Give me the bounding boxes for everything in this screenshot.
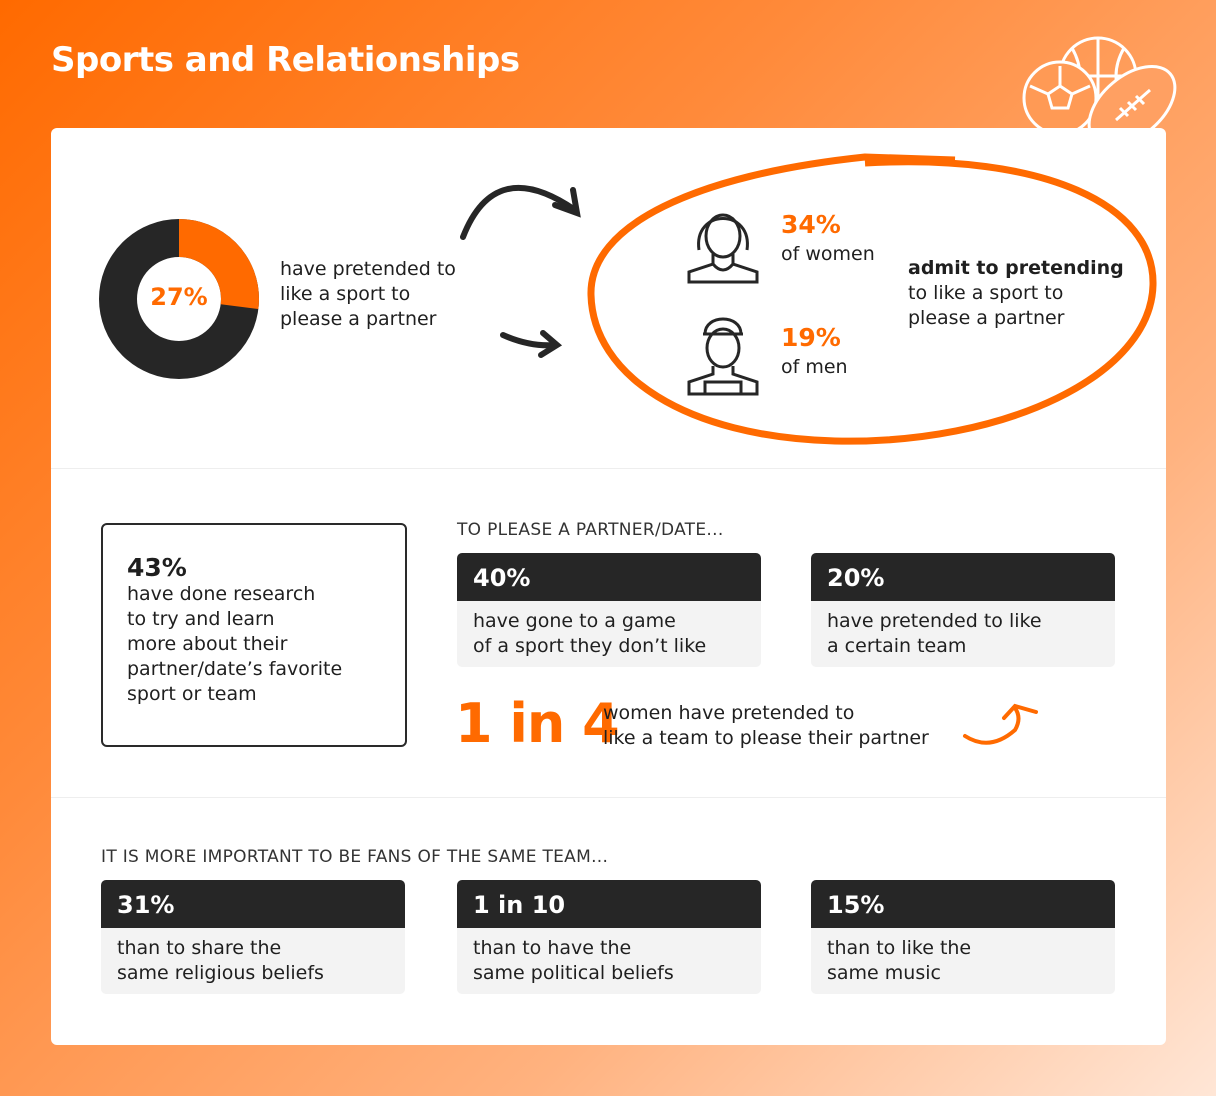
donut-label: 27% bbox=[150, 283, 208, 311]
research-text: more about their bbox=[127, 633, 288, 655]
stat-text: of a sport they don’t like bbox=[473, 635, 707, 657]
fans-heading: IT IS MORE IMPORTANT TO BE FANS OF THE S… bbox=[101, 847, 609, 867]
stat-value: 31% bbox=[101, 880, 405, 928]
stat-text: have pretended to like bbox=[827, 610, 1042, 632]
stat-value: 40% bbox=[457, 553, 761, 601]
curved-arrow-icon bbox=[963, 703, 1038, 745]
men-label: of men bbox=[781, 356, 848, 378]
women-label: of women bbox=[781, 243, 875, 265]
donut-chart bbox=[99, 219, 259, 379]
research-box: 43% have done research to try and learn … bbox=[101, 523, 407, 747]
stat-text: same political beliefs bbox=[473, 962, 674, 984]
stat-card: 40% have gone to a game of a sport they d… bbox=[457, 553, 761, 667]
research-text: have done research bbox=[127, 583, 316, 605]
research-percent: 43% bbox=[127, 553, 187, 582]
stat-text: than to have the bbox=[473, 937, 632, 959]
stat-value: 15% bbox=[811, 880, 1115, 928]
woman-icon bbox=[687, 213, 759, 284]
donut-text: like a sport to bbox=[280, 283, 411, 305]
gender-text: please a partner bbox=[908, 307, 1065, 329]
stat-text: same religious beliefs bbox=[117, 962, 324, 984]
stat-value: 20% bbox=[811, 553, 1115, 601]
stat-text: than to like the bbox=[827, 937, 972, 959]
donut-slice bbox=[99, 219, 259, 379]
ratio-value: 1 in 4 bbox=[455, 692, 620, 755]
man-icon bbox=[687, 317, 759, 396]
research-text: to try and learn bbox=[127, 608, 275, 630]
gender-bold: admit to pretending bbox=[908, 257, 1124, 279]
donut-text: have pretended to bbox=[280, 258, 456, 280]
stat-text: a certain team bbox=[827, 635, 967, 657]
stat-text: have gone to a game bbox=[473, 610, 676, 632]
research-text: partner/date’s favorite bbox=[127, 658, 343, 680]
stat-text: same music bbox=[827, 962, 941, 984]
stat-card: 20% have pretended to like a certain team bbox=[811, 553, 1115, 667]
stat-value: 1 in 10 bbox=[457, 880, 761, 928]
research-text: sport or team bbox=[127, 683, 257, 705]
ratio-text: like a team to please their partner bbox=[603, 727, 929, 749]
ratio-text: women have pretended to bbox=[603, 702, 855, 724]
stat-text: than to share the bbox=[117, 937, 282, 959]
divider bbox=[51, 468, 1166, 469]
page-title: Sports and Relationships bbox=[51, 40, 520, 80]
sports-balls-icon bbox=[1022, 36, 1177, 130]
stat-card: 31% than to share the same religious beli… bbox=[101, 880, 405, 994]
donut-text: please a partner bbox=[280, 308, 437, 330]
women-percent: 34% bbox=[781, 210, 841, 239]
please-heading: TO PLEASE A PARTNER/DATE... bbox=[457, 520, 724, 540]
stat-card: 15% than to like the same music bbox=[811, 880, 1115, 994]
stat-card: 1 in 10 than to have the same political b… bbox=[457, 880, 761, 994]
divider bbox=[51, 797, 1166, 798]
highlight-ellipse bbox=[587, 153, 1157, 445]
gender-text: to like a sport to bbox=[908, 282, 1064, 304]
men-percent: 19% bbox=[781, 323, 841, 352]
arrows-icon bbox=[460, 184, 581, 358]
